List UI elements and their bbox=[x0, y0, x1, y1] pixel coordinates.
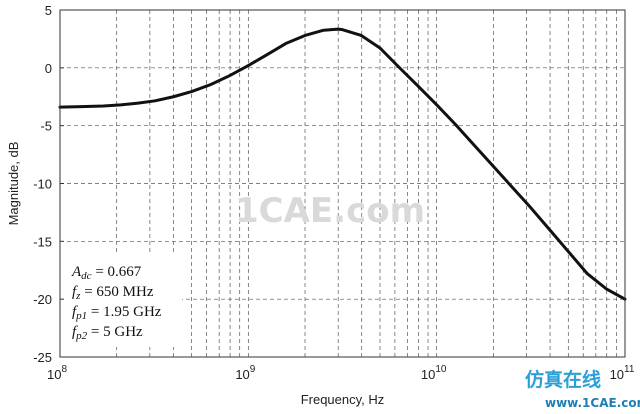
x-tick-label: 108 bbox=[47, 364, 67, 382]
y-tick-label: -15 bbox=[33, 234, 52, 249]
parameter-annotations: Adc = 0.667 fz = 650 MHz fp1 = 1.95 GHz fp2… bbox=[64, 253, 182, 347]
y-axis-label: Magnitude, dB bbox=[6, 142, 21, 226]
watermark: 1CAE.com bbox=[235, 191, 425, 231]
x-tick-label: 109 bbox=[235, 364, 255, 382]
series bbox=[58, 27, 627, 301]
y-tick-label: -25 bbox=[33, 350, 52, 365]
annotation-background bbox=[64, 253, 182, 347]
grid bbox=[60, 10, 625, 357]
x-tick-label: 1010 bbox=[421, 364, 447, 382]
y-tick-label: 0 bbox=[45, 61, 52, 76]
annotation-line: fp2 = 5 GHz bbox=[72, 324, 143, 342]
logo-text: 仿真在线 bbox=[525, 368, 601, 391]
series-line bbox=[58, 27, 627, 301]
annotation-line: fp1 = 1.95 GHz bbox=[72, 304, 162, 322]
y-tick-label: 5 bbox=[45, 3, 52, 18]
annotation-line: fz = 650 MHz bbox=[72, 284, 154, 302]
y-tick-label: -10 bbox=[33, 177, 52, 192]
site-logo: 仿真在线 www.1CAE.com bbox=[525, 368, 640, 410]
logo-url: www.1CAE.com bbox=[545, 396, 640, 410]
x-axis-label: Frequency, Hz bbox=[301, 392, 385, 407]
annotation-line: Adc = 0.667 bbox=[71, 264, 142, 282]
y-tick-label: -5 bbox=[40, 119, 52, 134]
x-tick-label: 1011 bbox=[610, 364, 635, 382]
y-tick-label: -20 bbox=[33, 292, 52, 307]
